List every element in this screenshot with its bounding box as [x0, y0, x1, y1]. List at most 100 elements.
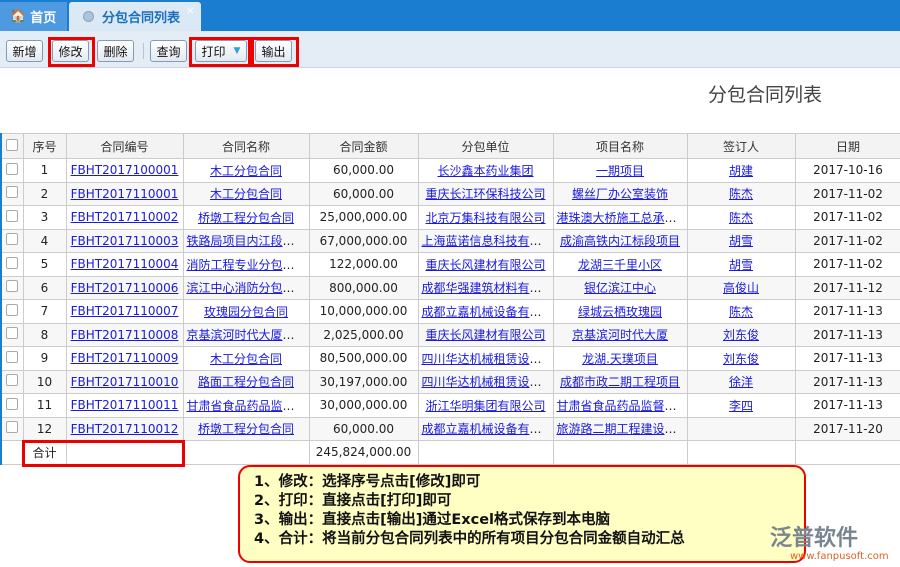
row-checkbox[interactable]: [0, 205, 24, 230]
cell-link[interactable]: 木工分包合同: [209, 351, 282, 366]
cell-link[interactable]: 刘东俊: [722, 351, 759, 366]
delete-button[interactable]: 删除: [97, 40, 134, 62]
table-row[interactable]: 5 FBHT2017110004 消防工程专业分包合同 122,000.00 重庆长风建…: [0, 252, 900, 277]
cell-link[interactable]: 木工分包合同: [209, 163, 282, 178]
row-checkbox[interactable]: [0, 158, 24, 183]
cell-link[interactable]: 高俊山: [722, 281, 759, 296]
row-checkbox[interactable]: [0, 369, 24, 394]
row-checkbox[interactable]: [0, 393, 24, 418]
table-row[interactable]: 7 FBHT2017110007 玫瑰园分包合同 10,000,000.00 成都立嘉机…: [0, 299, 900, 324]
cell-link[interactable]: 桥墩工程分包合同: [197, 422, 294, 437]
cell-link[interactable]: FBHT2017110011: [70, 398, 179, 413]
cell-link[interactable]: 重庆长风建材有限公司: [425, 328, 546, 343]
cell-link[interactable]: 上海蓝诺信息科技有限公司: [421, 234, 553, 249]
cell-link[interactable]: 四川华达机械租赁设备公司: [421, 351, 553, 366]
cell-link[interactable]: 李四: [728, 398, 753, 413]
column-header[interactable]: 签订人: [686, 133, 796, 159]
cell-link[interactable]: 龙湖三千里小区: [577, 257, 662, 272]
cell-link[interactable]: FBHT2017110008: [70, 327, 179, 342]
table-row[interactable]: 9 FBHT2017110009 木工分包合同 80,500,000.00 四川华达机械…: [0, 346, 900, 371]
cell-link[interactable]: 旅游路二期工程建设项目: [556, 422, 687, 437]
cell-link[interactable]: FBHT2017110012: [70, 421, 179, 436]
add-button[interactable]: 新增: [6, 40, 43, 62]
cell-link[interactable]: 重庆长江环保科技公司: [425, 187, 546, 202]
table-row[interactable]: 1 FBHT2017100001 木工分包合同 60,000.00 长沙鑫本药业集团 一期…: [0, 158, 900, 183]
cell-link[interactable]: FBHT2017110002: [70, 210, 179, 225]
row-checkbox[interactable]: [0, 228, 24, 253]
row-checkbox[interactable]: [0, 346, 24, 371]
cell-link[interactable]: 成都华强建筑材料有限公司: [421, 281, 553, 296]
cell-link[interactable]: 螺丝厂办公室装饰: [571, 187, 668, 202]
row-checkbox[interactable]: [0, 252, 24, 277]
column-header[interactable]: 序号: [22, 133, 67, 159]
cell-link[interactable]: 长沙鑫本药业集团: [437, 163, 534, 178]
tab-home[interactable]: 🏠 首页: [0, 2, 67, 31]
cell-link[interactable]: 一期项目: [595, 163, 644, 178]
cell-link[interactable]: 绿城云栖玫瑰园: [577, 304, 662, 319]
cell-link[interactable]: 陈杰: [728, 187, 753, 202]
cell-link[interactable]: 京基滨河时代大厦: [571, 328, 668, 343]
cell-link[interactable]: FBHT2017110007: [70, 304, 179, 319]
cell-link[interactable]: 桥墩工程分包合同: [197, 210, 294, 225]
cell-link[interactable]: FBHT2017110001: [70, 186, 179, 201]
cell-link[interactable]: 重庆长风建材有限公司: [425, 257, 546, 272]
cell-link[interactable]: 成都立嘉机械设备有限公司: [421, 304, 553, 319]
column-header[interactable]: 项目名称: [552, 133, 688, 159]
cell-link[interactable]: 京基滨河时代大厦分包合同: [186, 328, 309, 343]
column-header[interactable]: 合同编号: [65, 133, 184, 159]
query-button[interactable]: 查询: [150, 40, 187, 62]
cell-link[interactable]: 陈杰: [728, 304, 753, 319]
cell-link[interactable]: FBHT2017110009: [70, 351, 179, 366]
tab-contract-list[interactable]: 分包合同列表 ×: [69, 2, 201, 31]
table-row[interactable]: 2 FBHT2017110001 木工分包合同 60,000.00 重庆长江环保科技公司…: [0, 181, 900, 206]
cell-link[interactable]: 甘肃省食品药品监督管理局: [556, 398, 687, 413]
column-header[interactable]: 日期: [794, 133, 900, 159]
cell-link[interactable]: 刘东俊: [722, 328, 759, 343]
close-icon[interactable]: ×: [185, 4, 195, 17]
cell-link[interactable]: 港珠澳大桥施工总承包项目: [556, 210, 687, 225]
edit-button[interactable]: 修改: [52, 40, 89, 62]
table-row[interactable]: 10 FBHT2017110010 路面工程分包合同 30,197,000.00 四川华…: [0, 369, 900, 394]
cell-link[interactable]: 滨江中心消防分包合同: [186, 281, 307, 296]
row-checkbox[interactable]: [0, 299, 24, 324]
row-checkbox[interactable]: [0, 416, 24, 441]
cell-link[interactable]: 成都市政二期工程项目: [559, 375, 680, 390]
cell-link[interactable]: 玫瑰园分包合同: [203, 304, 288, 319]
cell-link[interactable]: 北京万集科技有限公司: [425, 210, 546, 225]
row-checkbox[interactable]: [0, 275, 24, 300]
cell-link[interactable]: FBHT2017110004: [70, 257, 179, 272]
cell-link[interactable]: 徐洋: [728, 375, 753, 390]
cell-link[interactable]: 银亿滨江中心: [583, 281, 656, 296]
cell-link[interactable]: 路面工程分包合同: [197, 375, 294, 390]
column-header[interactable]: 分包单位: [417, 133, 554, 159]
cell-link[interactable]: FBHT2017110003: [70, 233, 179, 248]
cell-link[interactable]: 龙湖.天璞项目: [582, 351, 658, 366]
row-checkbox[interactable]: [0, 322, 24, 347]
cell-link[interactable]: 浙江华明集团有限公司: [425, 398, 546, 413]
select-all-checkbox[interactable]: [0, 133, 24, 159]
print-button[interactable]: 打印 ▼: [195, 40, 247, 62]
cell-link[interactable]: 胡雪: [728, 257, 753, 272]
cell-link[interactable]: 胡建: [728, 163, 753, 178]
cell-link[interactable]: 胡雪: [728, 234, 753, 249]
cell-link[interactable]: FBHT2017110006: [70, 280, 179, 295]
table-row[interactable]: 6 FBHT2017110006 滨江中心消防分包合同 800,000.00 成都华强建…: [0, 275, 900, 300]
column-header[interactable]: 合同名称: [182, 133, 310, 159]
cell-link[interactable]: 陈杰: [728, 210, 753, 225]
cell-link[interactable]: 甘肃省食品药品监督分包合同: [186, 398, 309, 413]
cell-link[interactable]: 成渝高铁内江标段项目: [559, 234, 680, 249]
table-row[interactable]: 3 FBHT2017110002 桥墩工程分包合同 25,000,000.00 北京万集…: [0, 205, 900, 230]
row-checkbox[interactable]: [0, 181, 24, 206]
cell-link[interactable]: FBHT2017110010: [70, 374, 179, 389]
table-row[interactable]: 12 FBHT2017110012 桥墩工程分包合同 60,000.00 成都立嘉机械设…: [0, 416, 900, 441]
column-header[interactable]: 合同金额: [308, 133, 419, 159]
cell-link[interactable]: 成都立嘉机械设备有限公司: [421, 422, 553, 437]
cell-link[interactable]: 消防工程专业分包合同: [186, 257, 307, 272]
export-button[interactable]: 输出: [255, 40, 292, 62]
cell-link[interactable]: 四川华达机械租赁设备公司: [421, 375, 553, 390]
cell-link[interactable]: 木工分包合同: [209, 187, 282, 202]
cell-link[interactable]: FBHT2017100001: [70, 163, 179, 178]
